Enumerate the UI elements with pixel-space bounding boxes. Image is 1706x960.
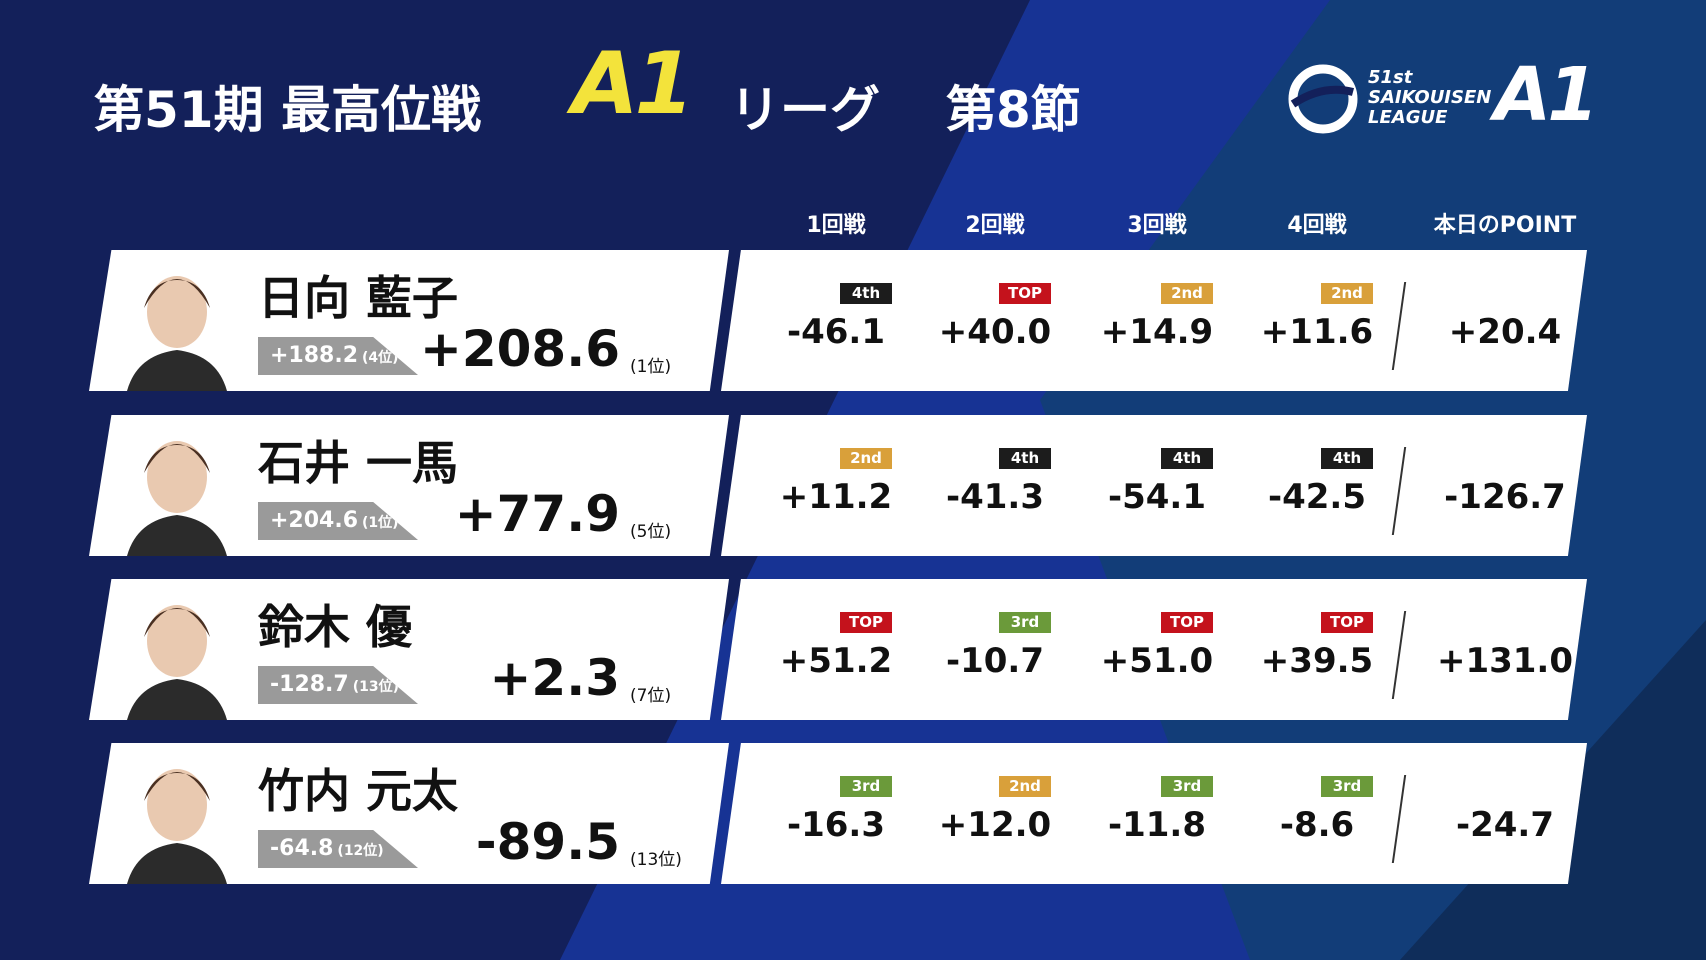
previous-score: -64.8 [270, 836, 334, 861]
game-score: -54.1 [1108, 477, 1206, 517]
rank-badge: 2nd [1321, 283, 1373, 304]
day-point: +20.4 [1448, 312, 1562, 352]
player-row: 日向 藍子 +188.2 (4位) +208.6 (1位) 4th -46.1 TOP +40.… [0, 250, 1706, 391]
results-card [721, 250, 1587, 391]
total-rank: (5位) [630, 522, 672, 542]
total-rank: (13位) [630, 850, 682, 870]
column-header: 4回戦 [1287, 213, 1347, 238]
rank-badge: 4th [1161, 448, 1213, 469]
rank-badge: 2nd [999, 776, 1051, 797]
results-card [721, 415, 1587, 556]
rank-badge: TOP [999, 283, 1051, 304]
rank-badge: 3rd [999, 612, 1051, 633]
column-header: 1回戦 [806, 213, 866, 238]
previous-score-box: +188.2 (4位) [258, 337, 418, 375]
previous-score: +188.2 [270, 343, 359, 368]
rank-badge: 4th [1321, 448, 1373, 469]
rank-badge: 3rd [840, 776, 892, 797]
player-photo [127, 605, 227, 720]
game-score: +14.9 [1100, 312, 1214, 352]
title-round: 第8節 [946, 81, 1081, 139]
previous-rank: (4位) [362, 350, 399, 366]
day-point: +131.0 [1436, 641, 1574, 681]
previous-rank: (12位) [337, 843, 384, 859]
player-photo [127, 441, 227, 556]
rank-badge: 2nd [1161, 283, 1213, 304]
game-score: +11.2 [779, 477, 893, 517]
game-score: +40.0 [938, 312, 1052, 352]
rank-badge: TOP [840, 612, 892, 633]
game-score: -46.1 [787, 312, 885, 352]
player-row: 石井 一馬 +204.6 (1位) +77.9 (5位) 2nd +11.2 4th -41.3… [0, 415, 1706, 556]
rank-badge: 2nd [840, 448, 892, 469]
column-header: 2回戦 [965, 213, 1025, 238]
total-rank: (1位) [630, 357, 672, 377]
player-row: 竹内 元太 -64.8 (12位) -89.5 (13位) 3rd -16.3 2nd +12.… [0, 743, 1706, 884]
previous-score: +204.6 [270, 508, 359, 533]
total-rank: (7位) [630, 686, 672, 706]
player-name: 竹内 元太 [258, 764, 459, 818]
total-score: +208.6 [419, 320, 620, 378]
rank-badge: 4th [999, 448, 1051, 469]
game-score: +51.0 [1100, 641, 1214, 681]
game-score: +12.0 [938, 805, 1052, 845]
previous-rank: (13位) [352, 679, 399, 695]
game-score: +51.2 [779, 641, 893, 681]
game-score: -42.5 [1268, 477, 1366, 517]
rank-badge: TOP [1161, 612, 1213, 633]
title-a1: A1 [572, 34, 694, 134]
rank-badge: TOP [1321, 612, 1373, 633]
total-score: +77.9 [454, 485, 620, 543]
column-header: 本日のPOINT [1433, 213, 1577, 238]
previous-rank: (1位) [362, 515, 399, 531]
rank-badge: 3rd [1161, 776, 1213, 797]
previous-score: -128.7 [270, 672, 349, 697]
rank-badge: 3rd [1321, 776, 1373, 797]
game-score: -10.7 [946, 641, 1044, 681]
logo-line1: SAIKOUISEN [1368, 87, 1492, 108]
game-score: -11.8 [1108, 805, 1206, 845]
total-score: +2.3 [489, 649, 620, 707]
game-score: -8.6 [1279, 805, 1355, 845]
rank-badge: 4th [840, 283, 892, 304]
day-point: -126.7 [1444, 477, 1566, 517]
game-score: -41.3 [946, 477, 1044, 517]
player-name: 日向 藍子 [258, 271, 459, 325]
game-score: +39.5 [1260, 641, 1374, 681]
title-league: リーグ [730, 81, 880, 139]
logo-mark: A1 [1494, 52, 1599, 138]
logo-icon [1288, 64, 1358, 134]
player-row: 鈴木 優 -128.7 (13位) +2.3 (7位) TOP +51.2 3rd -10.7 T… [0, 579, 1706, 720]
game-score: +11.6 [1260, 312, 1374, 352]
player-name: 鈴木 優 [258, 600, 413, 654]
logo-line2: LEAGUE [1368, 107, 1448, 128]
logo-edition: 51st [1368, 67, 1413, 88]
logo-text: 51st SAIKOUISEN LEAGUE [1368, 68, 1491, 128]
title-prefix: 第51期 最高位戦 [94, 81, 481, 139]
player-name: 石井 一馬 [258, 436, 459, 490]
column-header: 3回戦 [1127, 213, 1187, 238]
game-score: -16.3 [787, 805, 885, 845]
day-point: -24.7 [1456, 805, 1554, 845]
results-card [721, 579, 1587, 720]
player-photo [127, 769, 227, 884]
results-card [721, 743, 1587, 884]
player-photo [127, 276, 227, 391]
total-score: -89.5 [475, 813, 620, 871]
